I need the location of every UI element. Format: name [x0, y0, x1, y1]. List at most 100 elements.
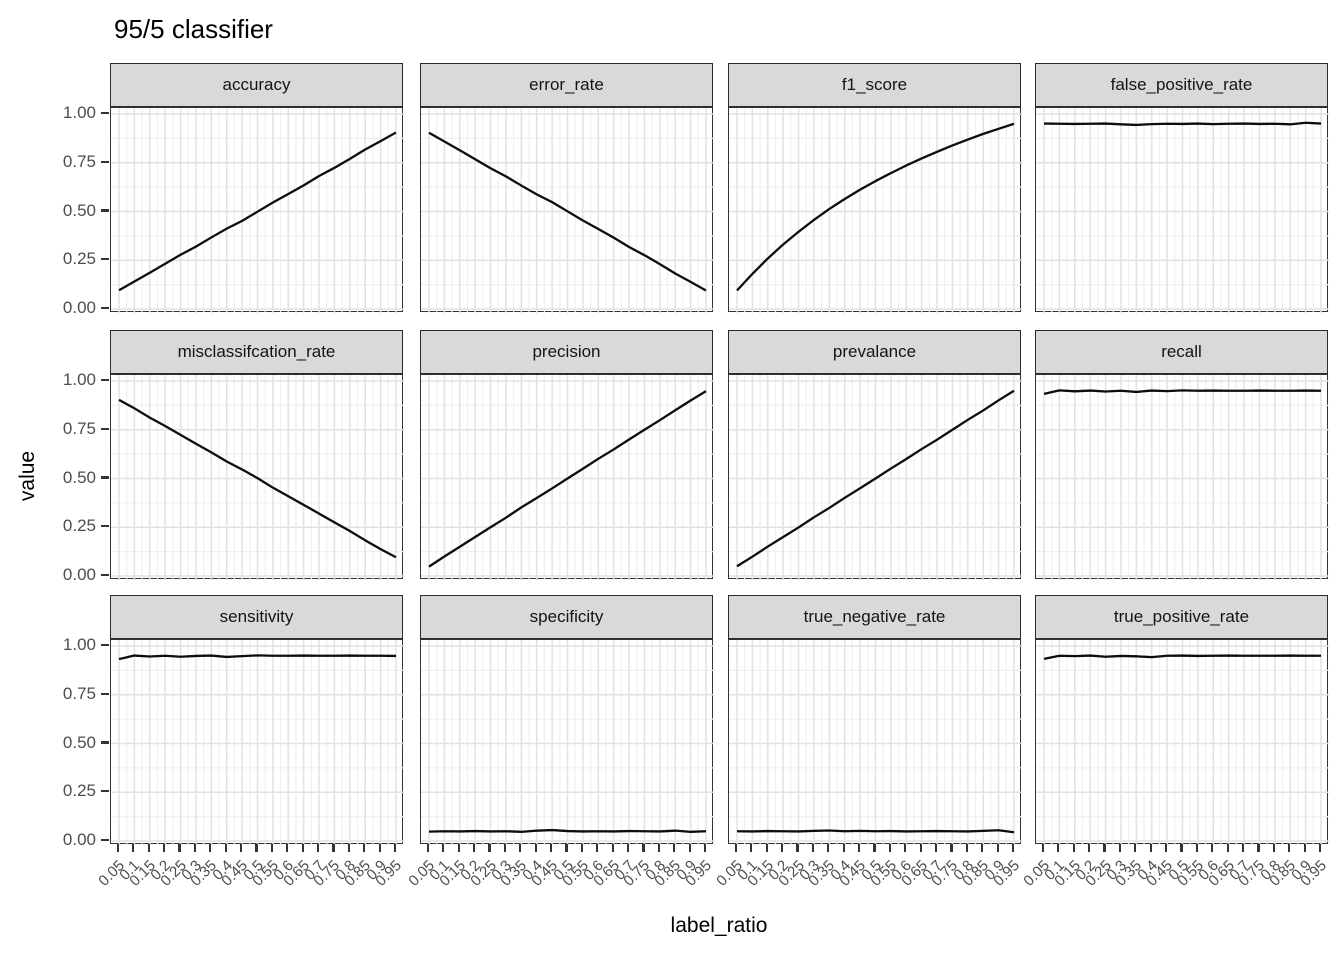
facet-panel [728, 639, 1022, 845]
x-axis-tick [888, 844, 891, 852]
facet-plot-area [1036, 375, 1329, 580]
y-axis-tick-label: 0.25 [62, 516, 96, 536]
y-axis-tick [101, 306, 109, 310]
facet-plot-area [421, 640, 714, 845]
facet-strip: f1_score [728, 63, 1021, 107]
facet-misclassifcation_rate: misclassifcation_rate [110, 330, 404, 580]
x-axis-tick [442, 844, 445, 852]
facet-strip-label: error_rate [529, 75, 604, 94]
x-axis-tick [1241, 844, 1245, 852]
x-axis-tick [1134, 844, 1137, 852]
x-axis-tick [1072, 844, 1075, 852]
y-axis-tick-label: 0.50 [62, 200, 96, 220]
x-axis-tick [1165, 844, 1168, 852]
facet-plot-area [729, 640, 1022, 845]
x-axis-tick [224, 844, 227, 852]
x-axis-tick [286, 844, 289, 852]
facet-strip-label: accuracy [222, 75, 291, 94]
x-axis-tick [827, 844, 830, 852]
x-axis-tick [673, 844, 676, 852]
y-axis-tick [101, 209, 109, 212]
facet-panel [728, 374, 1022, 580]
x-axis-tick [473, 844, 476, 852]
x-axis-tick [488, 844, 491, 852]
facet-panel [110, 639, 404, 845]
x-axis-tick [842, 844, 845, 852]
x-axis-tick [1318, 844, 1322, 852]
x-axis-title: label_ratio [670, 914, 768, 937]
facet-strip: specificity [420, 595, 713, 639]
facet-plot-area [729, 108, 1022, 313]
metric-line-false_positive_rate [1043, 121, 1322, 127]
y-axis-tick-label: 0.00 [62, 298, 96, 317]
x-axis-tick [626, 844, 630, 852]
facet-sensitivity: sensitivity [110, 595, 404, 845]
facet-prevalance: prevalance [728, 330, 1022, 580]
x-axis-tick [796, 844, 799, 852]
x-axis-tick [1257, 844, 1260, 852]
x-axis-tick [1118, 844, 1122, 852]
x-axis-tick [1057, 844, 1060, 852]
y-axis-tick-label: 0.00 [62, 565, 96, 584]
x-axis-tick [703, 844, 707, 852]
x-axis-tick [550, 844, 553, 852]
x-axis-tick [858, 844, 861, 852]
x-axis-tick [750, 844, 753, 852]
x-axis-tick [811, 844, 815, 852]
x-axis-tick [1195, 844, 1198, 852]
metric-line-recall [1043, 389, 1322, 395]
x-axis-tick [919, 844, 922, 852]
x-axis-tick [580, 844, 583, 852]
facet-plot-area [111, 640, 404, 845]
x-axis-tick [1088, 844, 1091, 852]
x-axis-tick [378, 844, 381, 852]
x-axis-tick [519, 844, 522, 852]
x-axis-tick [965, 844, 968, 852]
y-axis-tick [101, 427, 109, 430]
facet-strip: false_positive_rate [1035, 63, 1328, 107]
y-axis-tick-label: 0.25 [62, 249, 96, 269]
y-axis-title: value [16, 450, 39, 502]
x-axis-tick [132, 844, 135, 852]
y-axis-tick [101, 838, 109, 842]
x-axis-tick [734, 844, 738, 852]
facet-panel [420, 639, 714, 845]
x-axis-tick [193, 844, 197, 852]
x-axis-tick [611, 844, 614, 852]
facet-plot-area [421, 375, 714, 580]
facet-strip-label: true_positive_rate [1113, 607, 1250, 626]
x-axis-tick [363, 844, 366, 852]
x-axis-tick [209, 844, 212, 852]
facet-accuracy: accuracy [110, 63, 404, 313]
x-axis-tick [1211, 844, 1214, 852]
y-axis-tick-label: 1.00 [62, 635, 96, 654]
x-axis-tick [1226, 844, 1229, 852]
x-axis-tick [873, 844, 876, 852]
facet-recall: recall [1035, 330, 1329, 580]
facet-strip-label: precision [532, 342, 601, 361]
x-axis-tick [316, 844, 320, 852]
x-axis-tick [565, 844, 568, 852]
facet-panel [1035, 374, 1329, 580]
x-axis-tick [781, 844, 784, 852]
y-axis-tick [101, 692, 109, 695]
x-axis-tick [332, 844, 335, 852]
facet-panel [420, 374, 714, 580]
facet-strip: misclassifcation_rate [110, 330, 403, 374]
metric-line-prevalance [736, 389, 1015, 568]
facet-strip: error_rate [420, 63, 713, 107]
x-axis-tick [347, 844, 350, 852]
y-axis-tick [101, 741, 109, 744]
x-axis-tick [934, 844, 938, 852]
metric-line-specificity [428, 828, 707, 833]
x-axis-tick [147, 844, 150, 852]
facet-strip-label: specificity [529, 607, 604, 626]
facet-strip: true_negative_rate [728, 595, 1021, 639]
x-axis-tick [534, 844, 537, 852]
x-axis-tick [642, 844, 645, 852]
x-axis-tick [163, 844, 166, 852]
metric-line-error_rate [428, 131, 707, 292]
facet-plot-area [111, 375, 404, 580]
facet-true_negative_rate: true_negative_rate [728, 595, 1022, 845]
y-axis-tick-label: 0.75 [62, 151, 96, 171]
